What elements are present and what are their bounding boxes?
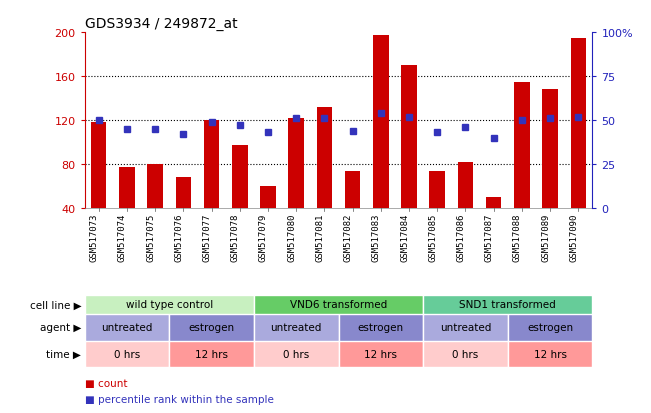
Bar [339,341,423,368]
Text: GSM517085: GSM517085 [428,213,437,261]
Bar [91,123,107,209]
Text: GSM517080: GSM517080 [287,213,296,261]
Text: GSM517089: GSM517089 [541,213,550,261]
Text: 0 hrs: 0 hrs [452,349,478,359]
Bar [169,341,254,368]
Bar [288,119,304,209]
Text: GSM517074: GSM517074 [118,213,127,261]
Bar [119,168,135,209]
Bar [486,197,501,209]
Text: time ▶: time ▶ [46,349,81,359]
Bar [514,83,530,209]
Bar [423,314,508,341]
Bar [508,341,592,368]
Text: untreated: untreated [440,322,491,332]
Bar [232,146,247,209]
Text: GSM517086: GSM517086 [456,213,465,261]
Bar [430,171,445,209]
Text: GSM517077: GSM517077 [202,213,212,261]
Text: GSM517075: GSM517075 [146,213,155,261]
Text: wild type control: wild type control [126,299,213,310]
Text: GSM517076: GSM517076 [174,213,184,261]
Text: 12 hrs: 12 hrs [195,349,228,359]
Bar [458,162,473,209]
Bar [423,341,508,368]
Text: 0 hrs: 0 hrs [283,349,309,359]
Bar [204,121,219,209]
Bar [254,295,423,314]
Text: GSM517090: GSM517090 [570,213,578,261]
Bar [339,314,423,341]
Text: agent ▶: agent ▶ [40,322,81,332]
Text: GSM517078: GSM517078 [231,213,240,261]
Text: estrogen: estrogen [527,322,573,332]
Bar [85,314,169,341]
Bar [508,314,592,341]
Bar [570,38,586,209]
Text: GSM517087: GSM517087 [485,213,493,261]
Text: GSM517084: GSM517084 [400,213,409,261]
Text: ■ count: ■ count [85,378,127,388]
Bar [254,341,339,368]
Text: untreated: untreated [102,322,152,332]
Bar [147,165,163,209]
Text: GSM517083: GSM517083 [372,213,381,261]
Bar [176,178,191,209]
Bar [85,341,169,368]
Bar [169,314,254,341]
Text: SND1 transformed: SND1 transformed [460,299,556,310]
Text: cell line ▶: cell line ▶ [30,299,81,310]
Bar [316,108,332,209]
Text: GDS3934 / 249872_at: GDS3934 / 249872_at [85,17,237,31]
Text: 0 hrs: 0 hrs [114,349,140,359]
Text: VND6 transformed: VND6 transformed [290,299,387,310]
Text: GSM517088: GSM517088 [513,213,522,261]
Bar [423,295,592,314]
Text: ■ percentile rank within the sample: ■ percentile rank within the sample [85,394,273,404]
Text: 12 hrs: 12 hrs [534,349,566,359]
Bar [401,66,417,209]
Text: untreated: untreated [271,322,322,332]
Bar [542,90,558,209]
Bar [260,187,276,209]
Bar [373,36,389,209]
Text: GSM517079: GSM517079 [259,213,268,261]
Bar [85,295,254,314]
Bar [345,171,361,209]
Text: GSM517082: GSM517082 [344,213,353,261]
Text: GSM517081: GSM517081 [316,213,324,261]
Text: estrogen: estrogen [358,322,404,332]
Text: estrogen: estrogen [189,322,234,332]
Text: GSM517073: GSM517073 [90,213,99,261]
Bar [254,314,339,341]
Text: 12 hrs: 12 hrs [365,349,397,359]
